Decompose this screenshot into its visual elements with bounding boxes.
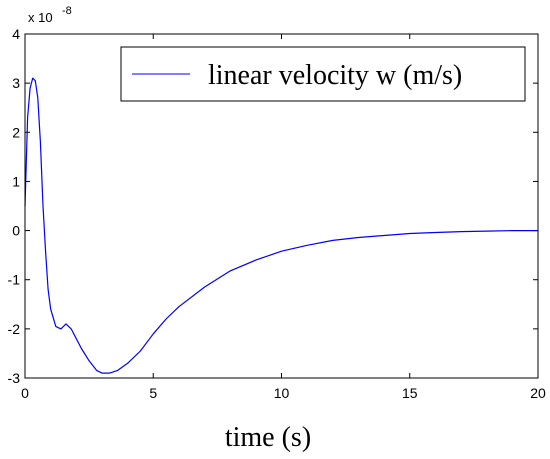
x-tick-label: 5 (149, 385, 157, 401)
y-tick-label: 3 (12, 75, 20, 91)
y-axis-ticks: -3 -2 -1 0 1 2 3 4 (8, 26, 538, 386)
y-tick-label: -2 (8, 321, 21, 337)
x-axis-label: time (s) (225, 422, 311, 453)
x-tick-label: 10 (274, 385, 290, 401)
y-tick-label: 0 (12, 223, 20, 239)
x-axis-ticks: 0 5 10 15 20 (21, 34, 546, 401)
y-tick-label: 4 (12, 26, 20, 42)
y-tick-label: -1 (8, 272, 21, 288)
y-tick-label: 1 (12, 173, 20, 189)
series-layer (24, 77, 538, 374)
x-tick-label: 0 (21, 385, 29, 401)
plot-frame (24, 33, 539, 379)
x-tick-label: 15 (402, 385, 418, 401)
series-line-linear-velocity-w (24, 77, 538, 374)
legend-entry-label: linear velocity w (m/s) (208, 60, 462, 91)
x-tick-label: 20 (530, 385, 546, 401)
legend-box (120, 46, 526, 102)
y-tick-label: -3 (8, 370, 21, 386)
y-multiplier-base: x 10 (28, 10, 53, 25)
y-tick-label: 2 (12, 124, 20, 140)
legend: linear velocity w (m/s) (120, 46, 526, 102)
y-multiplier-exponent: -8 (62, 5, 72, 17)
